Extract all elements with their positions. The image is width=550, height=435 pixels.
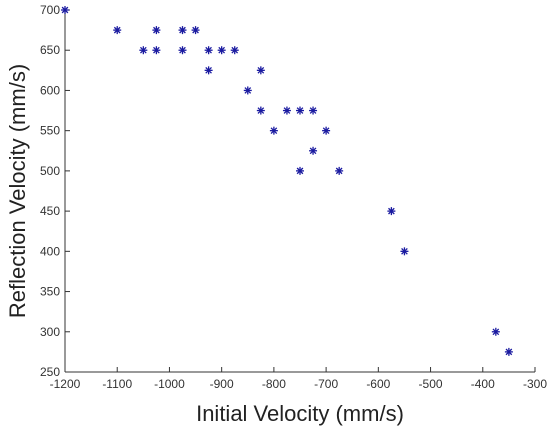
data-point xyxy=(400,247,409,256)
x-ticks: -1200 -1100 -1000 -900 -800 -700 -600 -500 -400 -… xyxy=(50,367,547,391)
data-point xyxy=(113,26,122,35)
y-tick-label: 450 xyxy=(40,204,60,218)
data-point xyxy=(217,46,226,55)
data-points xyxy=(61,6,513,356)
data-point xyxy=(61,6,69,14)
x-tick-label: -700 xyxy=(314,377,338,391)
x-tick-label: -1000 xyxy=(154,377,185,391)
data-point xyxy=(178,26,187,35)
axes xyxy=(64,10,535,373)
x-tick-label: -800 xyxy=(262,377,286,391)
data-point xyxy=(139,46,148,55)
x-tick-label: -1200 xyxy=(50,377,81,391)
y-tick-label: 400 xyxy=(40,244,60,258)
x-tick-label: -300 xyxy=(523,377,547,391)
y-tick-label: 700 xyxy=(40,3,60,17)
data-point xyxy=(296,166,304,175)
data-point xyxy=(243,86,252,95)
y-tick-label: 500 xyxy=(40,164,60,178)
y-tick-label: 550 xyxy=(40,124,60,138)
data-point xyxy=(269,126,278,135)
y-tick-label: 250 xyxy=(40,365,60,379)
data-point xyxy=(504,347,513,356)
data-point xyxy=(256,106,265,115)
x-tick-label: -400 xyxy=(471,377,495,391)
data-point xyxy=(335,166,344,175)
data-point xyxy=(230,46,239,55)
data-point xyxy=(296,106,304,115)
data-point xyxy=(309,146,318,155)
y-tick-label: 300 xyxy=(40,325,60,339)
y-axis-title: Reflection Velocity (mm/s) xyxy=(5,64,30,318)
data-point xyxy=(387,207,396,216)
data-point xyxy=(178,46,187,55)
data-point xyxy=(322,126,331,135)
x-axis-title: Initial Velocity (mm/s) xyxy=(196,401,404,426)
data-point xyxy=(191,26,200,35)
data-point xyxy=(204,46,213,55)
y-tick-label: 350 xyxy=(40,285,60,299)
data-point xyxy=(152,26,161,35)
data-point xyxy=(282,106,291,115)
y-ticks: 250 300 350 400 450 500 550 600 650 700 xyxy=(40,3,70,379)
x-tick-label: -600 xyxy=(366,377,390,391)
y-tick-label: 600 xyxy=(40,83,60,97)
x-tick-label: -500 xyxy=(419,377,443,391)
data-point xyxy=(309,106,318,115)
x-tick-label: -1100 xyxy=(102,377,132,391)
data-point xyxy=(256,66,265,75)
data-point xyxy=(152,46,161,55)
data-point xyxy=(491,327,500,336)
x-tick-label: -900 xyxy=(210,377,234,391)
y-tick-label: 650 xyxy=(40,43,60,57)
data-point xyxy=(204,66,213,75)
